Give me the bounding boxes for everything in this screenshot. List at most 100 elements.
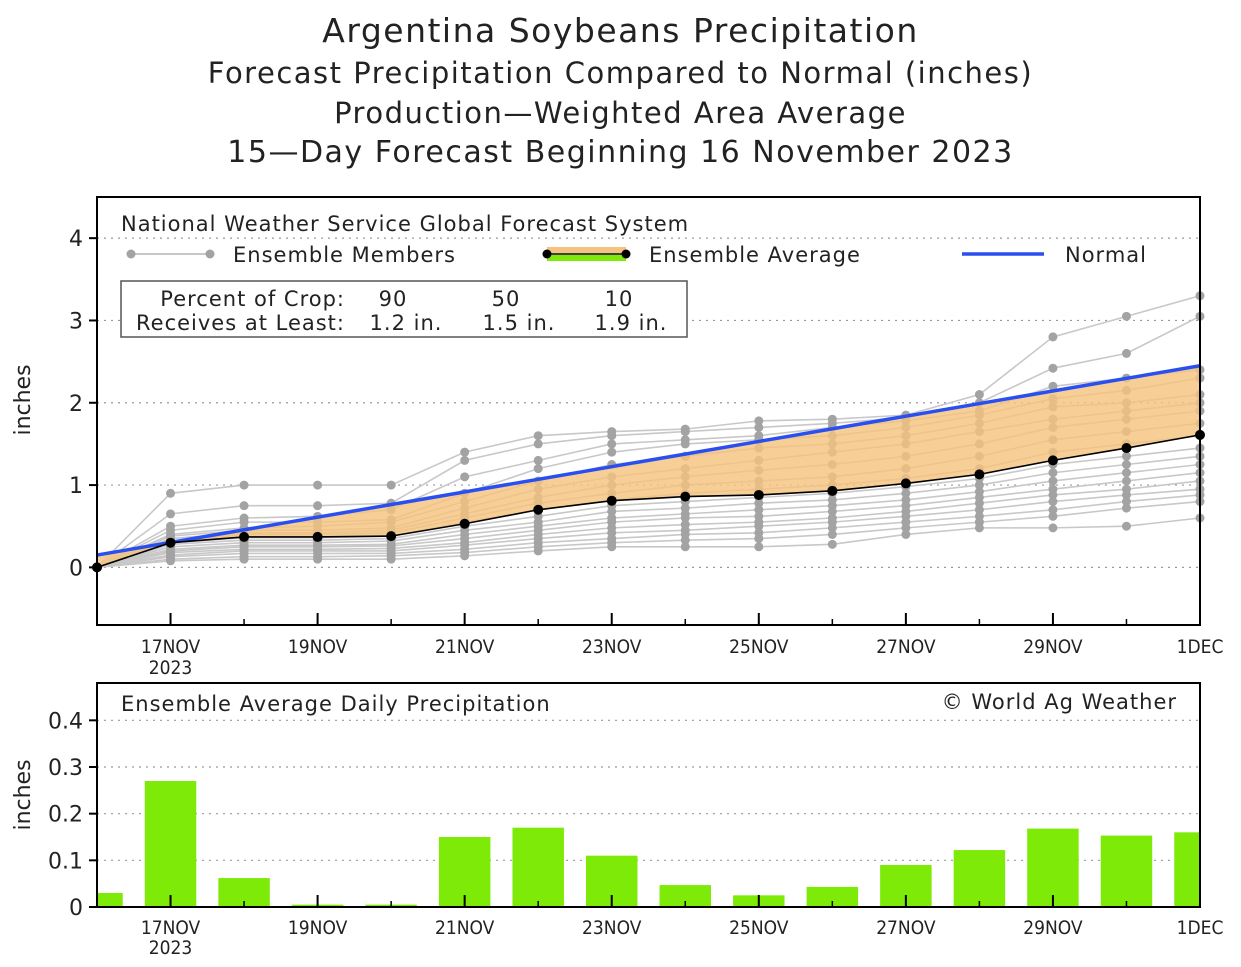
top-y-tick-label: 2: [69, 392, 83, 417]
legend-members-label: Ensemble Members: [233, 243, 456, 267]
top-x-tick-label: 19NOV: [288, 636, 348, 658]
ensemble-member-point: [1048, 511, 1058, 521]
daily-precip-bar: [1174, 832, 1200, 907]
crop-table-amount-50: 1.5 in.: [483, 311, 556, 335]
bottom-x-tick-label: 29NOV: [1023, 917, 1083, 939]
ensemble-member-point: [1048, 497, 1058, 507]
daily-bars: [97, 781, 1200, 907]
ensemble-member-point: [974, 523, 984, 533]
bottom-gridlines: [97, 719, 1200, 861]
bottom-x-tick-label: 25NOV: [729, 917, 789, 939]
chart-subtitle-area: Production—Weighted Area Average: [334, 96, 907, 130]
cumulative-panel: 0 1 2 3 4 17NOV 19NOV 21NOV 23NOV 25NOV 27NOV 29NO…: [11, 196, 1224, 679]
ensemble-member-point: [313, 554, 323, 564]
ensemble-member-point: [1121, 521, 1131, 531]
ensemble-member-point: [1048, 476, 1058, 486]
crop-table-box: [120, 280, 688, 338]
ensemble-member-point: [680, 535, 690, 545]
legend-normal-label: Normal: [1065, 243, 1147, 267]
ensemble-member-point: [239, 554, 249, 564]
ensemble-member-point: [754, 521, 764, 531]
daily-precip-bar: [1027, 828, 1079, 907]
ensemble-member-point: [754, 498, 764, 508]
ensemble-member-point: [1048, 523, 1058, 533]
ensemble-member-point: [386, 480, 396, 490]
top-y-axis-label: inches: [11, 364, 36, 435]
top-x-tick-label: 1DEC: [1177, 636, 1224, 658]
ensemble-member-point: [607, 542, 617, 552]
ensemble-member-point: [827, 523, 837, 533]
ensemble-average-point: [165, 537, 176, 548]
normal-series-line: [96, 364, 1201, 557]
ensemble-member-point: [533, 464, 543, 474]
ensemble-member-point: [974, 498, 984, 508]
ensemble-member-point: [1048, 381, 1058, 391]
ensemble-member-point: [680, 439, 690, 449]
ensemble-average-point: [1121, 443, 1132, 454]
crop-table-amount-90: 1.2 in.: [370, 311, 443, 335]
ensemble-member-point: [239, 480, 249, 490]
legend-average-green-swatch: [547, 255, 626, 261]
bottom-x-tick-label: 1DEC: [1177, 917, 1224, 939]
chart-title: Argentina Soybeans Precipitation: [322, 11, 919, 50]
legend-members-dot-left: [126, 249, 136, 259]
ensemble-member-point: [901, 523, 911, 533]
bottom-plot-frame: [96, 682, 1201, 908]
chart-subtitle-forecast: 15—Day Forecast Beginning 16 November 20…: [227, 135, 1014, 170]
bottom-x-tick-label: 21NOV: [435, 917, 495, 939]
ensemble-member-point: [607, 447, 617, 457]
bottom-y-tick-label: 0.1: [48, 849, 83, 874]
bottom-x-tick-label: 17NOV: [141, 917, 201, 939]
ensemble-average-fill: [97, 365, 1200, 568]
ensemble-member-point: [533, 439, 543, 449]
top-x-axis: 17NOV 19NOV 21NOV 23NOV 25NOV 27NOV 29NOV 1DEC 2…: [96, 613, 1224, 679]
top-x-tick-label: 21NOV: [435, 636, 495, 658]
ensemble-average-point: [533, 504, 544, 515]
bottom-x-tick-label: 23NOV: [582, 917, 642, 939]
ensemble-average-point: [974, 469, 985, 480]
crop-table-amount-10: 1.9 in.: [595, 311, 668, 335]
bottom-y-axis-label: inches: [11, 759, 36, 830]
ensemble-member-point: [533, 431, 543, 441]
ensemble-member-point: [1121, 468, 1131, 478]
top-y-tick-label: 3: [69, 309, 83, 334]
top-x-tick-label: 25NOV: [729, 636, 789, 658]
bottom-x-tick-label: 19NOV: [288, 917, 348, 939]
ensemble-average-line: [96, 434, 1201, 569]
ensemble-member-point: [754, 505, 764, 515]
top-y-axis: 0 1 2 3 4: [69, 227, 97, 581]
ensemble-member-point: [754, 534, 764, 544]
ensemble-member-point: [460, 447, 470, 457]
ensemble-member-point: [1048, 505, 1058, 515]
ensemble-member-point: [607, 506, 617, 516]
ensemble-member-point: [901, 488, 911, 498]
chart-subtitle: Forecast Precipitation Compared to Norma…: [207, 56, 1034, 90]
ensemble-member-point: [313, 480, 323, 490]
ensemble-member-point: [754, 416, 764, 426]
legend-members-dot-right: [205, 249, 215, 259]
ensemble-member-point: [1121, 451, 1131, 461]
ensemble-member-point: [901, 529, 911, 539]
ensemble-member-point: [754, 542, 764, 552]
ensemble-member-point: [239, 501, 249, 511]
ensemble-member-point: [166, 556, 176, 566]
ensemble-member-point: [827, 506, 837, 516]
crop-table-amount-label: Receives at Least:: [136, 311, 345, 335]
crop-table-percent-50: 50: [492, 287, 521, 311]
top-y-tick-label: 0: [69, 556, 83, 581]
ensemble-member-point: [166, 509, 176, 519]
ensemble-member-point: [166, 488, 176, 498]
crop-table-percent-90: 90: [379, 287, 408, 311]
ensemble-member-point: [460, 455, 470, 465]
ensemble-average-point: [239, 531, 250, 542]
ensemble-member-line: [96, 480, 1201, 569]
daily-panel: 0 0.1 0.2 0.3 0.4 17NOV 19NOV 21NOV 23NOV 25NOV 2…: [11, 682, 1224, 959]
ensemble-member-point: [607, 439, 617, 449]
top-x-tick-label: 17NOV: [141, 636, 201, 658]
ensemble-average-point: [1047, 455, 1058, 466]
ensemble-member-line: [96, 517, 1201, 569]
ensemble-member-line: [96, 488, 1201, 569]
ensemble-average-point: [753, 489, 764, 500]
daily-precip-bar: [512, 827, 564, 907]
ensemble-member-point: [1121, 460, 1131, 469]
